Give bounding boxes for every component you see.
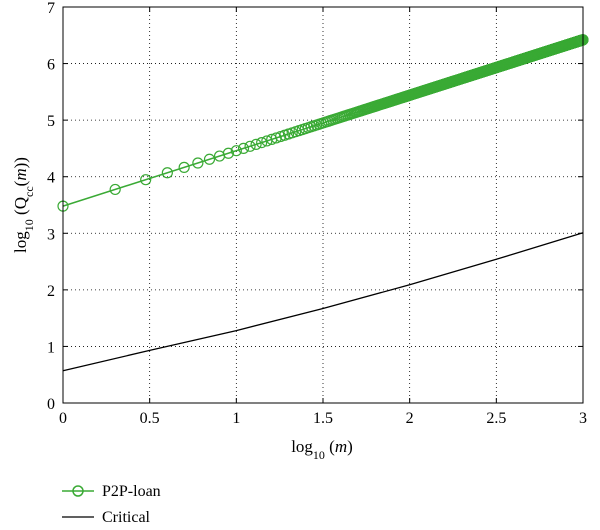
series-critical: [62, 232, 584, 372]
x-tick-label-0: 0: [59, 410, 67, 427]
y-tick-label-0: 0: [47, 396, 55, 413]
p2p-point: [192, 157, 204, 169]
x-axis-label: log10 (m): [291, 437, 353, 462]
y-tick-label-5: 5: [47, 113, 55, 130]
legend: P2P-loan Critical: [62, 483, 161, 526]
legend-item-p2p: P2P-loan: [62, 483, 161, 500]
y-tick-label-3: 3: [47, 226, 55, 243]
y-axis-label: log10 (Qcc(m)): [11, 157, 36, 253]
legend-swatch-p2p-marker: [72, 485, 84, 497]
p2p-point: [178, 161, 190, 173]
series-p2p: [57, 34, 589, 212]
critical-line: [62, 232, 584, 372]
p2p-point: [250, 138, 262, 150]
p2p-point: [256, 136, 268, 149]
y-tick-label-6: 6: [47, 57, 55, 74]
x-tick-label-4: 2: [406, 410, 414, 427]
x-tick-label-3: 1.5: [313, 410, 333, 427]
p2p-point: [270, 132, 282, 144]
x-tick-label-1: 0.5: [140, 410, 160, 427]
p2p-point: [222, 147, 234, 159]
p2p-point: [140, 174, 152, 186]
legend-item-critical: Critical: [62, 509, 151, 526]
x-tick-label-5: 2.5: [486, 410, 506, 427]
x-tick-label-6: 3: [579, 410, 587, 427]
p2p-point: [244, 140, 256, 152]
ticks: 0 0.5 1 1.5 2 2.5 3 0 1 2 3 4 5 6 7: [47, 0, 587, 427]
p2p-point: [109, 183, 121, 196]
x-tick-label-2: 1: [232, 410, 240, 427]
p2p-point: [237, 142, 250, 154]
legend-label-p2p: P2P-loan: [102, 483, 161, 500]
p2p-point: [230, 145, 242, 157]
y-tick-label-4: 4: [47, 170, 55, 187]
legend-label-critical: Critical: [102, 509, 151, 526]
p2p-point: [161, 167, 173, 179]
p2p-point: [203, 153, 216, 165]
y-tick-label-7: 7: [47, 0, 55, 17]
y-tick-label-1: 1: [47, 339, 55, 356]
y-tick-label-2: 2: [47, 283, 55, 300]
